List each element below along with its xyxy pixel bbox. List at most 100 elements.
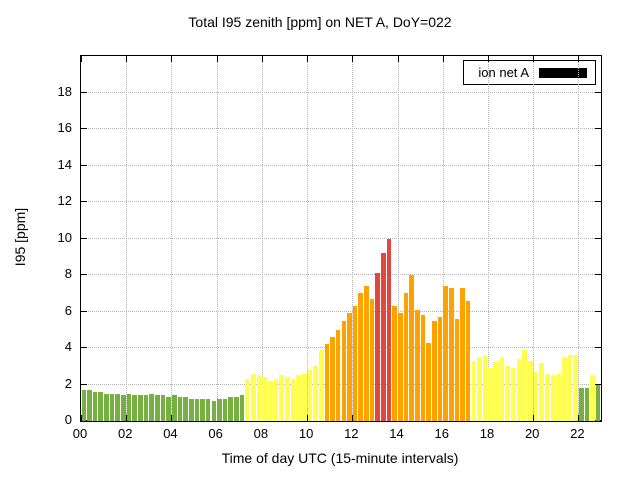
bar <box>273 379 279 421</box>
legend: ion net A <box>463 60 596 85</box>
bar <box>217 399 222 421</box>
bar <box>386 238 392 421</box>
bar <box>160 395 166 421</box>
gridline-vertical <box>442 56 444 421</box>
x-tick-label: 08 <box>253 426 269 441</box>
bar <box>590 375 595 421</box>
y-axis-tick <box>81 164 87 166</box>
bar <box>454 318 460 421</box>
bar <box>364 285 369 421</box>
x-tick-label: 02 <box>117 426 133 441</box>
y-axis-tick <box>81 201 87 202</box>
x-tick-label: 18 <box>479 426 495 441</box>
bar <box>420 315 426 421</box>
y-axis-tick <box>81 91 87 93</box>
bar <box>511 368 516 421</box>
bar <box>138 395 143 421</box>
gridline-vertical <box>533 56 535 421</box>
bar <box>347 313 352 421</box>
x-tick-label: 00 <box>72 426 88 441</box>
x-tick-label: 12 <box>344 426 359 441</box>
y-tick-label: 10 <box>57 229 72 245</box>
bar <box>279 375 284 421</box>
bar <box>126 393 132 421</box>
x-axis-tick-mirror <box>126 56 128 62</box>
bar <box>533 371 539 421</box>
bar <box>171 395 177 421</box>
bar <box>115 393 121 421</box>
x-axis-tick-mirror <box>487 56 489 62</box>
x-tick-label: 14 <box>389 426 404 441</box>
x-axis-tick-mirror <box>352 56 354 62</box>
bar <box>87 389 92 421</box>
bar <box>154 395 160 421</box>
bar <box>505 366 511 421</box>
y-axis-tick <box>81 310 87 312</box>
gridline-horizontal <box>81 310 601 312</box>
bar <box>488 368 494 421</box>
bar <box>205 399 211 421</box>
gridline-vertical <box>216 56 218 421</box>
bar <box>284 377 290 421</box>
x-axis-tick-mirror <box>578 56 580 62</box>
gridline-horizontal <box>81 164 601 166</box>
bar <box>239 395 245 421</box>
y-axis-label: I95 [ppm] <box>12 207 28 267</box>
bar <box>256 375 262 421</box>
bar <box>228 397 234 421</box>
gridline-vertical <box>261 56 263 421</box>
bar <box>143 395 149 421</box>
chart-title: Total I95 zenith [ppm] on NET A, DoY=022 <box>188 14 452 30</box>
bar <box>539 362 544 421</box>
y-tick-label: 2 <box>64 375 72 391</box>
bar <box>482 355 488 421</box>
y-axis-tick-mirror <box>595 383 601 385</box>
bar <box>301 373 307 421</box>
bar <box>341 320 347 421</box>
y-tick-label: 0 <box>64 412 72 427</box>
bar <box>392 306 397 421</box>
bar <box>98 391 104 421</box>
bar <box>358 293 364 421</box>
plot-area: ion net A <box>80 55 602 422</box>
gridline-vertical <box>171 56 173 421</box>
y-axis-tick <box>81 128 87 129</box>
bar <box>556 373 561 421</box>
bar <box>477 357 482 421</box>
bar <box>200 399 205 421</box>
gridline-vertical <box>126 56 128 421</box>
bar <box>166 397 171 421</box>
y-axis-tick <box>81 237 87 239</box>
gridline-horizontal <box>81 91 601 93</box>
x-tick-label: 22 <box>570 426 585 441</box>
x-tick-label: 04 <box>163 426 178 441</box>
x-axis-tick-mirror <box>171 56 173 62</box>
bar <box>290 379 296 421</box>
bar <box>251 373 256 421</box>
bar <box>584 388 590 421</box>
bar <box>369 298 375 421</box>
bar <box>352 306 358 421</box>
bar <box>544 373 550 421</box>
bar <box>81 389 87 421</box>
bar <box>522 349 527 421</box>
x-axis-tick-mirror <box>216 56 218 62</box>
bar <box>132 395 137 421</box>
bar <box>595 384 601 421</box>
bar <box>188 399 194 421</box>
bar <box>121 395 126 421</box>
gridline-horizontal <box>81 128 601 129</box>
x-axis-tick-mirror <box>442 56 444 62</box>
x-tick-label: 06 <box>208 426 223 441</box>
x-tick-label: 20 <box>524 426 540 441</box>
gridline-horizontal <box>81 237 601 239</box>
gridline-vertical <box>397 56 399 421</box>
bar <box>245 379 251 421</box>
bar <box>494 360 499 421</box>
bar <box>222 399 228 421</box>
bar <box>268 380 273 421</box>
y-axis-tick-mirror <box>595 310 601 312</box>
bar <box>567 355 573 421</box>
x-axis-tick-mirror <box>81 56 82 62</box>
